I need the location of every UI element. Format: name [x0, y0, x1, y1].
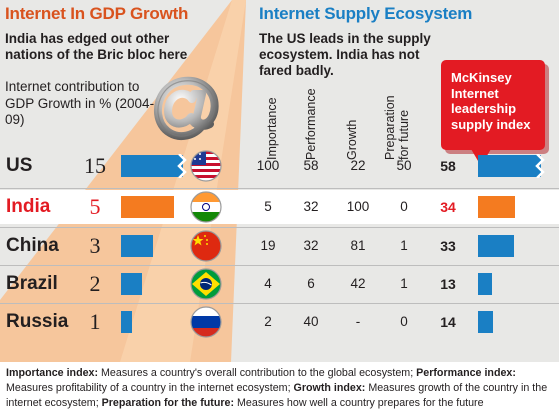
footnote-performance-text: Measures profitability of a country in t…: [6, 382, 294, 394]
table-cell: 40: [303, 314, 319, 329]
row-divider: [0, 303, 559, 304]
supply-index-value: 13: [440, 276, 456, 292]
table-cell: 81: [350, 238, 366, 253]
table-cell: 6: [307, 276, 315, 291]
at-sign-icon: [154, 76, 219, 141]
table-cell: 2: [264, 314, 272, 329]
contribution-value-label: 5: [89, 194, 101, 219]
supply-index-bar: [478, 196, 515, 218]
table-cell: 5: [264, 199, 272, 214]
country-label: Brazil: [6, 273, 58, 294]
table-cell: 32: [303, 199, 319, 214]
china-flag-icon: [190, 230, 222, 262]
country-label: India: [6, 196, 51, 217]
table-cell: 22: [350, 158, 366, 173]
contribution-bar: [121, 155, 183, 177]
footnote-performance-label: Performance index:: [416, 367, 516, 379]
us-flag-icon: [190, 150, 222, 182]
footnote-preparation-text: Measures how well a country prepares for…: [234, 397, 484, 409]
callout-box: [441, 60, 549, 166]
contribution-bar: [121, 273, 142, 295]
left-chart-title: Internet In GDP Growth: [5, 4, 189, 23]
table-cell: 0: [400, 199, 408, 214]
left-chart-ylabel: Internet contribution to GDP Growth in %…: [5, 79, 155, 127]
supply-index-bar: [478, 311, 494, 333]
table-cell: 50: [396, 158, 412, 173]
table-cell: 100: [346, 199, 370, 214]
table-cell: 42: [350, 276, 366, 291]
footnote-growth-text: Measures growth of the country in the in…: [6, 382, 548, 409]
contribution-bar: [121, 235, 153, 257]
callout-text: McKinsey Internet leadership supply inde…: [451, 70, 531, 132]
table-cell: 1: [400, 276, 408, 291]
supply-index-value: 58: [440, 158, 456, 174]
table-cell: 1: [400, 238, 408, 253]
row-divider: [0, 227, 559, 228]
supply-index-bar: [478, 235, 514, 257]
axis-break-mark: [177, 154, 187, 178]
brazil-flag-icon: [190, 268, 222, 300]
contribution-value-label: 15: [84, 153, 106, 178]
table-cell: 32: [303, 238, 319, 253]
supply-index-bar: [478, 155, 541, 177]
russia-flag-icon: [190, 306, 222, 338]
contribution-value-label: 2: [89, 271, 101, 296]
table-cell: 4: [264, 276, 272, 291]
footnote-importance-text: Measures a country's overall contributio…: [98, 367, 417, 379]
table-cell: 0: [400, 314, 408, 329]
supply-index-value: 34: [440, 199, 456, 215]
right-chart-subtitle: The US leads in the supply ecosystem. In…: [259, 31, 431, 78]
table-row: [0, 190, 559, 224]
footnote-importance-label: Importance index:: [6, 367, 99, 379]
country-label: US: [6, 155, 33, 176]
footnote-growth-label: Growth index:: [293, 382, 366, 394]
footnote: Importance index: Measures a country's o…: [6, 366, 556, 411]
left-chart-subtitle: India has edged out other nations of the…: [5, 31, 188, 62]
table-cell: -: [355, 314, 361, 329]
footnote-preparation-label: Preparation for the future:: [101, 397, 235, 409]
contribution-bar: [121, 196, 174, 218]
supply-index-bar: [478, 273, 493, 295]
table-cell: 19: [260, 238, 276, 253]
table-cell: 100: [256, 158, 280, 173]
supply-index-value: 14: [440, 314, 456, 330]
row-divider: [0, 265, 559, 266]
supply-index-value: 33: [440, 238, 456, 254]
contribution-bar: [121, 311, 132, 333]
contribution-value-label: 3: [89, 233, 101, 258]
india-flag-icon: [190, 191, 222, 223]
axis-break-mark: [534, 154, 545, 178]
contribution-value-label: 1: [89, 309, 101, 334]
right-chart-title: Internet Supply Ecosystem: [259, 4, 473, 23]
country-label: Russia: [6, 311, 69, 332]
country-label: China: [6, 235, 59, 256]
table-cell: 58: [303, 158, 319, 173]
row-divider: [0, 188, 559, 189]
